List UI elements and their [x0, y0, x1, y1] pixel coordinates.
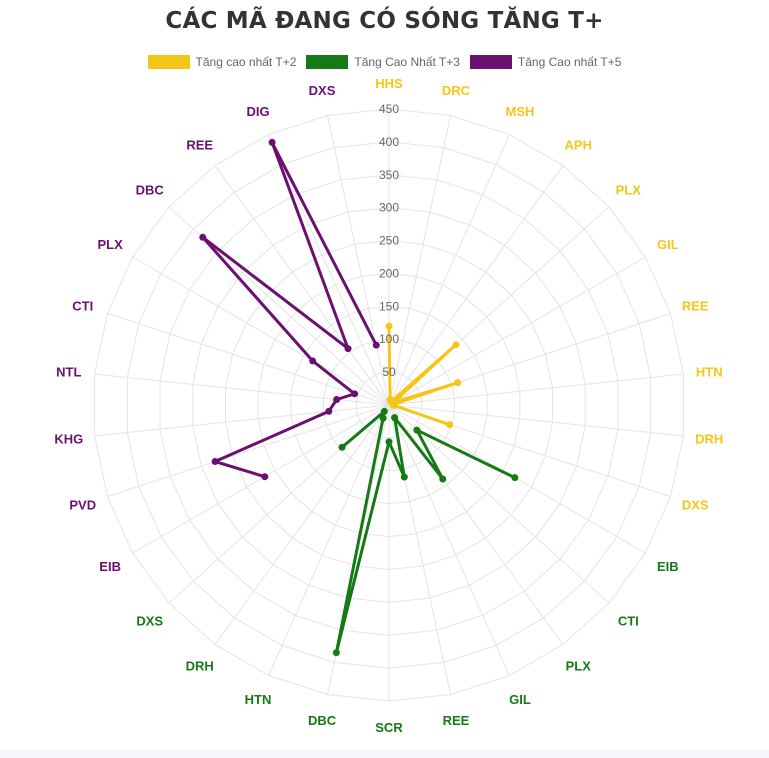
category-label: DXS [682, 498, 709, 513]
category-label: REE [682, 298, 709, 313]
legend: Tăng cao nhất T+2 Tăng Cao Nhất T+3 Tăng… [0, 55, 769, 69]
tick-label: 250 [379, 234, 399, 248]
data-point[interactable] [372, 341, 380, 349]
category-label: REE [443, 713, 470, 728]
data-point[interactable] [511, 474, 519, 482]
category-label: CTI [618, 613, 639, 628]
data-point[interactable] [211, 458, 219, 466]
category-label: KHG [54, 432, 83, 447]
category-label: REE [186, 137, 213, 152]
category-label: DRH [186, 659, 214, 674]
legend-label-t3: Tăng Cao Nhất T+3 [354, 55, 460, 69]
footer-band [0, 750, 769, 758]
category-label: GIL [509, 692, 531, 707]
category-label: SCR [375, 720, 403, 735]
data-point[interactable] [400, 473, 408, 481]
data-point[interactable] [379, 414, 387, 422]
series-t5 [199, 138, 380, 481]
legend-label-t5: Tăng Cao nhất T+5 [517, 55, 622, 69]
series-t2 [385, 322, 462, 429]
radar-series [199, 138, 519, 657]
legend-item-t3[interactable]: Tăng Cao Nhất T+3 [306, 55, 460, 69]
data-point[interactable] [333, 395, 341, 403]
category-label: PVD [69, 498, 96, 513]
category-label: NTL [56, 364, 81, 379]
category-label: APH [565, 137, 592, 152]
tick-label: 450 [379, 102, 399, 116]
data-point[interactable] [338, 443, 346, 451]
category-label: HTN [245, 692, 272, 707]
series-t3 [332, 407, 519, 657]
category-label: PLX [566, 659, 592, 674]
tick-label: 400 [379, 135, 399, 149]
data-point[interactable] [439, 475, 447, 483]
category-label: CTI [72, 298, 93, 313]
data-point[interactable] [413, 426, 421, 434]
radial-tick-labels: 50 100 150 200 250 300 350 400 450 [379, 102, 399, 379]
legend-item-t5[interactable]: Tăng Cao nhất T+5 [469, 55, 622, 69]
category-labels: HHS DRC MSH APH PLX GIL REE HTN DRH DXS EIB CTI PLX G… [54, 76, 723, 735]
data-point[interactable] [380, 407, 388, 415]
data-point[interactable] [385, 438, 393, 446]
chart-title: CÁC MÃ ĐANG CÓ SÓNG TĂNG T+ [165, 8, 604, 34]
data-point[interactable] [390, 402, 398, 410]
category-label: DRC [442, 83, 471, 98]
data-point[interactable] [199, 233, 207, 241]
category-label: DIG [246, 104, 269, 119]
tick-label: 100 [379, 332, 399, 346]
tick-label: 200 [379, 266, 399, 280]
category-label: EIB [99, 559, 121, 574]
data-point[interactable] [385, 322, 393, 330]
data-point[interactable] [344, 345, 352, 353]
data-point[interactable] [325, 407, 333, 415]
data-point[interactable] [332, 649, 340, 657]
data-point[interactable] [309, 357, 317, 365]
category-label: DBC [136, 183, 165, 198]
category-label: DXS [309, 83, 336, 98]
data-point[interactable] [446, 421, 454, 429]
category-label: PLX [616, 183, 642, 198]
category-label: EIB [657, 559, 679, 574]
data-point[interactable] [261, 473, 269, 481]
tick-label: 150 [379, 299, 399, 313]
category-label: DBC [308, 713, 337, 728]
category-label: GIL [657, 237, 679, 252]
legend-swatch-t3 [306, 55, 349, 69]
category-label: PLX [97, 237, 123, 252]
legend-swatch-t5 [469, 55, 512, 69]
data-point[interactable] [351, 390, 359, 398]
category-label: HTN [696, 364, 723, 379]
category-label: MSH [506, 104, 535, 119]
data-point[interactable] [391, 414, 399, 422]
legend-label-t2: Tăng cao nhất T+2 [195, 55, 297, 69]
category-label: DXS [136, 613, 163, 628]
legend-swatch-t2 [147, 55, 190, 69]
radar-grid [94, 108, 684, 702]
category-label: HHS [375, 76, 403, 91]
data-point[interactable] [268, 138, 276, 146]
tick-label: 50 [382, 365, 396, 379]
tick-label: 350 [379, 168, 399, 182]
legend-item-t2[interactable]: Tăng cao nhất T+2 [147, 55, 297, 69]
tick-label: 300 [379, 201, 399, 215]
data-point[interactable] [454, 379, 462, 387]
data-point[interactable] [452, 341, 460, 349]
category-label: DRH [695, 432, 723, 447]
